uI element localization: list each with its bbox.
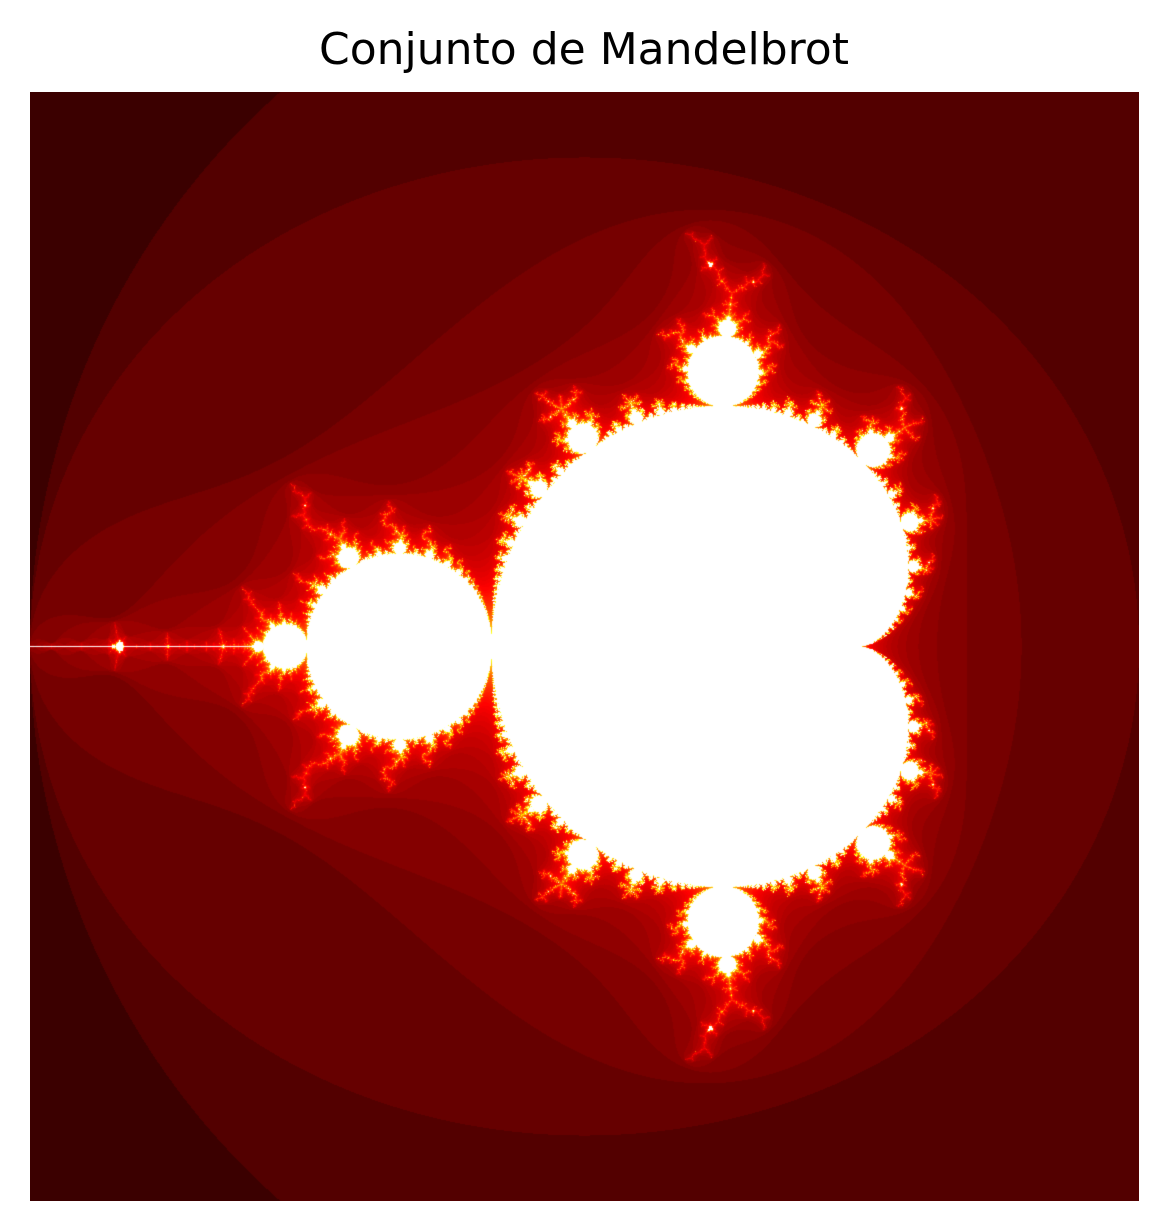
chart-title: Conjunto de Mandelbrot (319, 24, 849, 75)
plot-area (30, 92, 1139, 1201)
mandelbrot-heatmap (30, 92, 1139, 1201)
